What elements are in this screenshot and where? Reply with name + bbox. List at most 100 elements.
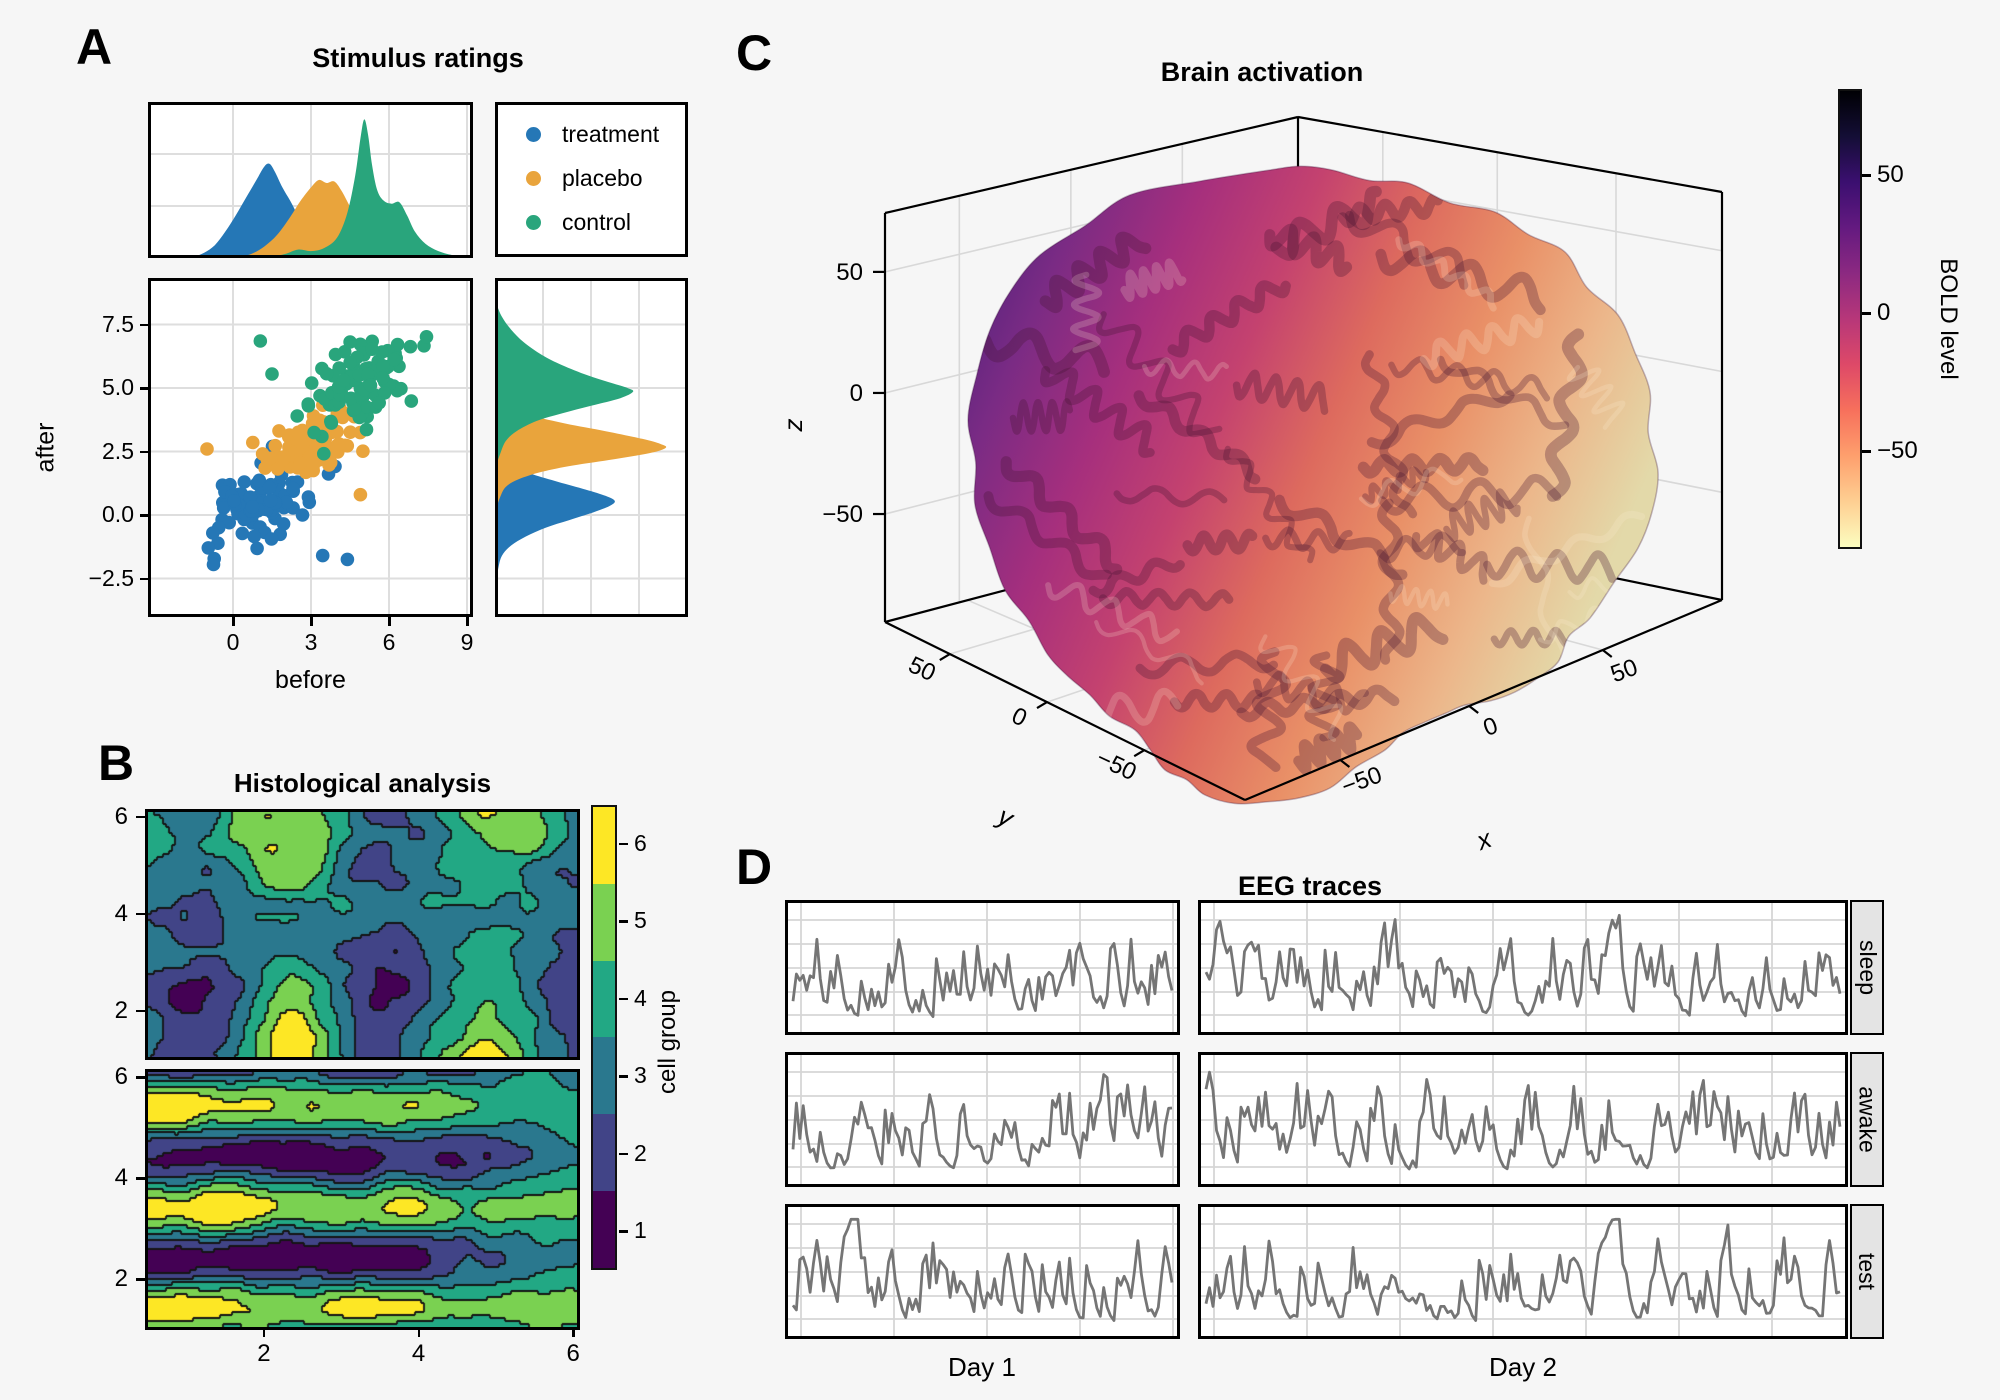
y-tick-label: 0 bbox=[1007, 702, 1031, 732]
scatter-point-treatment bbox=[276, 517, 291, 531]
a-y-tick-label: 5.0 bbox=[102, 374, 134, 400]
b-contour-top-frame bbox=[145, 809, 580, 1060]
gyrus-stroke bbox=[1376, 531, 1467, 564]
c-colorbar bbox=[1838, 89, 1862, 549]
eeg-trace-test-day2 bbox=[1204, 1217, 1841, 1322]
density-treatment bbox=[496, 449, 615, 581]
d-strip-sleep: sleep bbox=[1850, 900, 1884, 1035]
scatter-point-treatment bbox=[206, 557, 221, 572]
gyrus-stroke bbox=[1377, 498, 1405, 665]
gyrus-stroke bbox=[1167, 280, 1291, 358]
scatter-point-control bbox=[376, 359, 390, 373]
b-colorbar-band-6 bbox=[593, 807, 615, 884]
scatter-point-placebo bbox=[293, 435, 308, 450]
d-eeg-plot-test-day2 bbox=[1198, 1204, 1848, 1339]
plot-border bbox=[785, 1204, 1180, 1339]
b-colorbar-band-5 bbox=[593, 883, 615, 961]
gyrus-stroke bbox=[1366, 390, 1515, 450]
scatter-point-treatment bbox=[245, 500, 260, 514]
panel-d-title: EEG traces bbox=[1237, 871, 1383, 901]
scatter-point-treatment bbox=[216, 501, 231, 515]
panel-a-label: A bbox=[76, 19, 113, 75]
gyrus-stroke bbox=[1345, 210, 1469, 290]
b-colorbar-band-4 bbox=[593, 960, 615, 1038]
b-y-tick-label: 6 bbox=[114, 1063, 128, 1091]
axis-edge bbox=[884, 621, 1246, 801]
x-tick-mark bbox=[1602, 649, 1613, 658]
x-tick-label: 50 bbox=[1607, 654, 1641, 689]
plot-border bbox=[1198, 1052, 1848, 1187]
y-tick-mark bbox=[1133, 749, 1145, 758]
d-eeg-plot-awake-day1 bbox=[785, 1052, 1180, 1187]
gyrus-stroke bbox=[1232, 369, 1329, 415]
y-tick-label: −50 bbox=[1092, 745, 1140, 787]
c-colorbar-tick-mark bbox=[1862, 174, 1871, 177]
b-contour-top-plot bbox=[148, 812, 577, 1057]
panel-b-label: B bbox=[98, 735, 135, 791]
c-colorbar-tick-label: 0 bbox=[1877, 299, 1891, 326]
scatter-point-control bbox=[301, 399, 316, 413]
a-y-tick-label: 0.0 bbox=[102, 501, 134, 527]
scatter-point-control bbox=[290, 409, 304, 423]
scatter-point-treatment bbox=[222, 515, 236, 530]
a-y-tick-label: 2.5 bbox=[102, 437, 134, 464]
scatter-point-treatment bbox=[295, 508, 310, 522]
gyrus-stroke bbox=[1135, 649, 1278, 680]
panel-c-title: Brain activation bbox=[1160, 57, 1364, 87]
scatter-point-control bbox=[361, 367, 375, 382]
d-eeg-plot-sleep-day1 bbox=[785, 900, 1180, 1035]
b-y-tick-mark bbox=[136, 1009, 145, 1013]
d-day2-label: Day 2 bbox=[1489, 1352, 1557, 1382]
scatter-point-control bbox=[376, 371, 390, 385]
scatter-point-treatment bbox=[235, 526, 250, 541]
b-colorbar-tick-mark bbox=[619, 1075, 628, 1078]
scatter-point-control bbox=[377, 386, 392, 400]
scatter-point-control bbox=[328, 347, 343, 362]
z-tick-label: 0 bbox=[850, 380, 863, 407]
gyrus-stroke bbox=[1566, 364, 1626, 430]
scatter-point-placebo bbox=[200, 442, 214, 456]
gyrus-stroke bbox=[1088, 557, 1185, 599]
d-eeg-plot-sleep-day2 bbox=[1198, 900, 1848, 1035]
scatter-point-treatment bbox=[262, 480, 277, 495]
b-x-tick-label: 4 bbox=[411, 1340, 426, 1367]
scatter-point-placebo bbox=[356, 444, 370, 458]
gyrus-stroke bbox=[1039, 231, 1152, 314]
scatter-point-treatment bbox=[302, 495, 317, 510]
legend-label-treatment: treatment bbox=[562, 120, 660, 147]
gyrus-stroke bbox=[1098, 586, 1234, 612]
scatter-point-placebo bbox=[335, 410, 350, 425]
gyrus-stroke bbox=[1293, 721, 1363, 775]
b-contour-bottom-plot bbox=[148, 1072, 577, 1327]
scatter-point-control bbox=[337, 373, 351, 388]
gyrus-stroke bbox=[1113, 485, 1228, 508]
scatter-point-treatment bbox=[201, 541, 216, 555]
legend-dot-control bbox=[526, 214, 541, 230]
scatter-point-control bbox=[253, 334, 268, 348]
x-tick-mark bbox=[1339, 759, 1351, 768]
scatter-point-control bbox=[315, 361, 329, 376]
gyrus-stroke bbox=[1358, 466, 1464, 508]
a-y-tick-label: −2.5 bbox=[88, 564, 134, 591]
b-colorbar bbox=[591, 805, 617, 1270]
y-tick-label: 50 bbox=[904, 651, 940, 687]
a-x-tick-mark bbox=[310, 617, 313, 626]
b-colorbar-tick-label: 2 bbox=[634, 1139, 647, 1166]
b-y-tick-mark bbox=[136, 815, 145, 819]
scatter-point-control bbox=[365, 342, 379, 356]
a-x-tick-mark bbox=[466, 617, 469, 626]
a-x-tick-mark bbox=[388, 617, 391, 626]
gyrus-stroke bbox=[1096, 311, 1223, 438]
scatter-point-control bbox=[359, 422, 374, 437]
scatter-point-control bbox=[307, 425, 321, 440]
y-tick-mark bbox=[939, 653, 951, 661]
b-y-tick-mark bbox=[136, 1278, 145, 1281]
b-colorbar-tick-label: 6 bbox=[634, 829, 647, 856]
b-colorbar-band-1 bbox=[593, 1191, 615, 1268]
b-colorbar-band-2 bbox=[593, 1114, 615, 1192]
scatter-point-control bbox=[363, 378, 378, 393]
b-contour-bottom-frame bbox=[145, 1069, 580, 1330]
gyrus-stroke bbox=[1483, 546, 1617, 585]
b-colorbar-tick-mark bbox=[619, 997, 628, 1001]
